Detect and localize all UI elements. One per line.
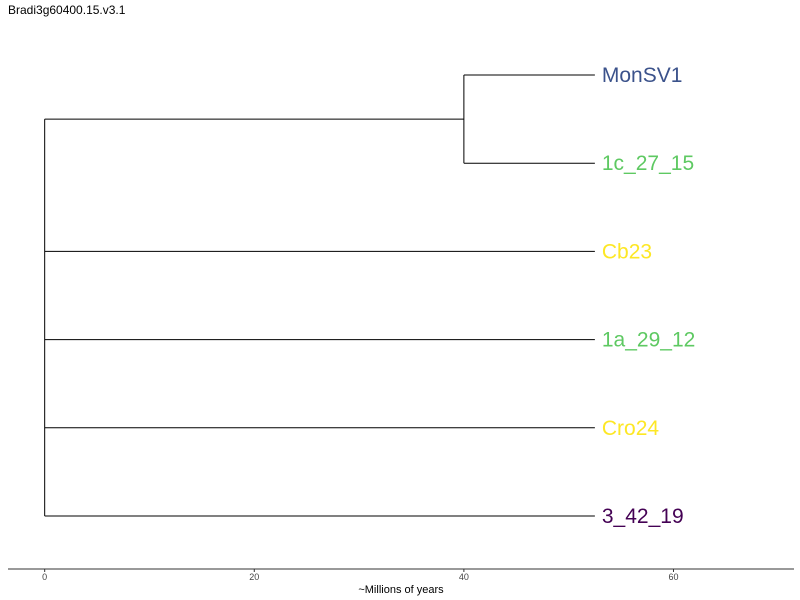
x-axis: 0 20 40 60 ~Millions of years xyxy=(8,568,794,596)
page-title: Bradi3g60400.15.v3.1 xyxy=(8,3,126,17)
tip-label-MonSV1: MonSV1 xyxy=(602,64,683,87)
tip-label-1c_27_15: 1c_27_15 xyxy=(602,152,694,175)
tip-labels-group: MonSV1 1c_27_15 Cb23 1a_29_12 Cro24 3_42_19 xyxy=(602,64,695,528)
x-tick-label: 60 xyxy=(668,572,678,582)
tip-label-1a_29_12: 1a_29_12 xyxy=(602,329,695,352)
x-tick-label: 20 xyxy=(249,572,259,582)
x-tick-label: 40 xyxy=(459,572,469,582)
tip-label-3_42_19: 3_42_19 xyxy=(602,505,684,528)
x-axis-title: ~Millions of years xyxy=(358,584,444,596)
branches-group xyxy=(44,74,595,517)
x-axis-ticks: 0 20 40 60 xyxy=(42,569,678,582)
tip-label-Cro24: Cro24 xyxy=(602,417,660,440)
x-tick-label: 0 xyxy=(42,572,47,582)
tip-label-Cb23: Cb23 xyxy=(602,240,652,263)
